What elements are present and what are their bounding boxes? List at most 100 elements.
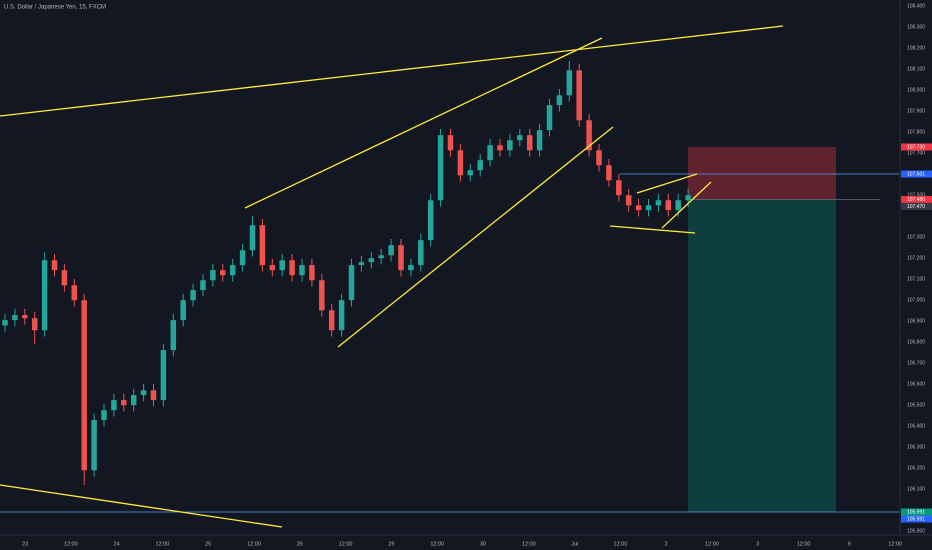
candle-body [596,150,602,166]
price-tag [901,202,932,210]
x-tick-label: 12:00 [614,541,628,547]
candle-body [368,258,375,263]
candle-body [467,170,474,176]
trend-line [609,225,696,234]
x-tick-label: 12:00 [430,541,444,547]
candle-body [625,195,632,206]
y-tick-label: 108.300 [907,25,925,31]
candle-body [418,240,424,266]
price-tag-label: 107.470 [907,204,925,210]
candle-body [457,150,464,176]
price-tag [901,515,932,523]
y-tick-label: 106.500 [907,402,925,408]
candle-body [536,130,543,151]
y-tick-label: 106.600 [907,381,925,387]
y-tick-label: 106.200 [907,465,925,471]
x-tick-label: 2 [665,541,668,547]
candle-body [190,290,196,301]
candle-body [319,280,325,311]
x-tick-label: 25 [205,541,211,547]
position-box [0,146,900,513]
candle-body [645,205,652,211]
y-tick-label: 107.800 [907,130,925,136]
candle-body [635,205,642,211]
y-tick-label: 106.800 [907,340,925,346]
y-tick-label: 105.900 [907,528,925,534]
trend-line [636,173,698,194]
price-tag [901,170,932,178]
candle-body [576,70,582,121]
candle-body [447,135,454,151]
candle-body [150,390,157,401]
candle-body [299,265,305,276]
candle-body [408,265,414,271]
chart-title: U.S. Dollar / Japanese Yen, 15, FXCM [4,5,106,11]
candle-body [180,300,186,321]
trend-line [244,37,603,209]
x-tick-label: 12:00 [888,541,902,547]
candle-body [616,180,622,196]
candle-body [210,270,216,281]
candle-body [675,200,681,211]
candle-body [200,280,206,291]
y-tick-label: 106.900 [907,319,925,325]
candle-body [91,420,97,471]
candle-body [269,265,276,271]
candle-body [22,315,28,319]
candle-body [12,315,18,321]
candle-body [31,318,38,331]
y-tick-label: 107.200 [907,256,925,262]
y-tick-label: 108.400 [907,4,925,10]
candle-body [239,250,246,266]
trend-line [661,181,712,229]
candle-body [437,135,444,201]
price-tag-label: 105.991 [907,509,925,515]
candle-body [606,165,612,181]
x-tick-label: 23 [22,541,28,547]
trend-lines [0,25,784,528]
candle-body [101,410,107,421]
candle-body [309,265,315,281]
candle-body [685,195,691,201]
price-tag-label: 107.480 [907,197,925,203]
candle-body [71,285,78,301]
candle-body [348,265,355,301]
y-tick-label: 106.400 [907,423,925,429]
candle-body [220,270,226,276]
y-tick-label: 107.900 [907,109,925,115]
trend-line [337,126,614,348]
y-tick-label: 108.100 [907,67,925,73]
candle-body [259,225,266,266]
price-tag-label: 105.991 [907,516,925,522]
x-tick-label: 12:00 [705,541,719,547]
candle-body [358,262,365,266]
candle-body [51,260,58,271]
candle-body [140,390,147,396]
x-tick-label: 12:00 [522,541,536,547]
y-tick-label: 108.000 [907,88,925,94]
trend-line [0,25,784,117]
candle-body [41,260,48,331]
x-tick-label: 12:00 [339,541,353,547]
price-tag [901,195,932,203]
x-tick-label: 26 [297,541,303,547]
price-axis [900,0,932,535]
y-tick-label: 106.100 [907,486,925,492]
candle-body [507,140,513,151]
candle-body [526,135,533,151]
x-tick-label: 12:00 [64,541,78,547]
candle-body [249,225,256,251]
candle-body [229,265,236,276]
candle-body [61,270,68,286]
target-zone [688,199,836,513]
price-tag [901,508,932,516]
candle-body [586,120,592,151]
candle-body [378,255,384,259]
y-tick-label: 107.300 [907,235,925,241]
y-tick-label: 108.200 [907,46,925,52]
y-tick-label: 107.100 [907,277,925,283]
candle-body [487,145,493,161]
x-tick-label: 12:00 [247,541,261,547]
